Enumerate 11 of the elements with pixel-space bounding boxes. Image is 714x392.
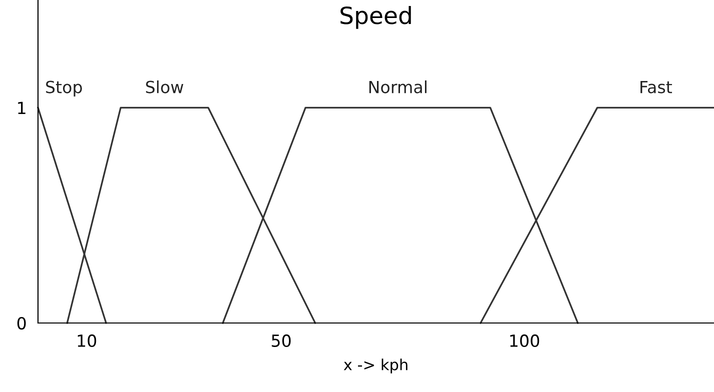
- series-label: Slow: [146, 80, 184, 94]
- x-tick-label: 10: [78, 334, 96, 348]
- x-axis-title: x -> kph: [344, 358, 408, 374]
- y-tick-label: 1: [18, 102, 26, 114]
- x-tick-label: 50: [272, 334, 291, 348]
- y-tick-label: 0: [17, 316, 26, 330]
- series-label: Fast: [640, 80, 672, 94]
- x-tick-label: 100: [510, 334, 540, 348]
- series-label: Stop: [46, 80, 82, 97]
- chart-title: Speed: [340, 6, 411, 29]
- series-label: Normal: [369, 80, 426, 94]
